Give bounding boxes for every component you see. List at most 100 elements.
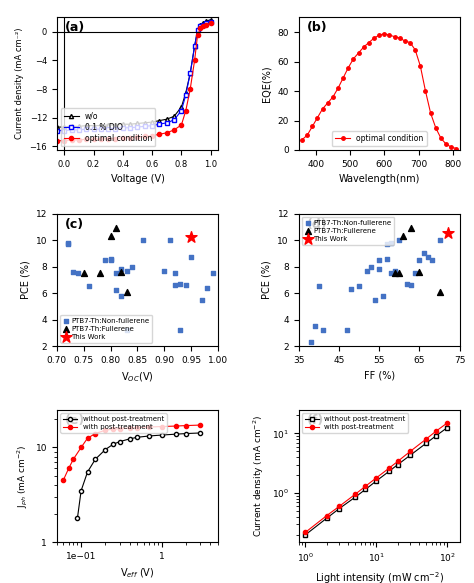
with post-treatment xyxy=(110,426,116,433)
PTB7-Th:Fullerene xyxy=(416,267,423,276)
optimal condition xyxy=(113,135,118,142)
without post-treatment xyxy=(78,487,84,494)
optimal condition xyxy=(397,34,402,41)
Y-axis label: EQE(%): EQE(%) xyxy=(262,65,272,102)
w/o xyxy=(105,121,111,128)
PTB7-Th:Non-fullerene xyxy=(395,236,403,245)
PTB7-Th:Non-fullerene xyxy=(139,236,146,245)
optimal condition xyxy=(54,137,60,144)
PTB7-Th:Non-fullerene xyxy=(428,255,435,265)
w/o xyxy=(192,43,198,50)
without post-treatment xyxy=(85,469,91,476)
optimal condition xyxy=(183,107,189,114)
optimal condition xyxy=(330,93,336,100)
0.1 % DIO xyxy=(91,126,96,133)
PTB7-Th:Fullerene xyxy=(112,223,120,233)
Y-axis label: J$_{ph}$ (mA cm$^{-2}$): J$_{ph}$ (mA cm$^{-2}$) xyxy=(16,444,30,508)
w/o xyxy=(113,121,118,128)
PTB7-Th:Non-fullerene xyxy=(363,266,371,275)
Text: (a): (a) xyxy=(65,22,85,34)
PTB7-Th:Non-fullerene xyxy=(307,338,315,347)
with post-treatment xyxy=(127,424,133,431)
0.1 % DIO xyxy=(179,107,184,114)
optimal condition xyxy=(128,134,133,141)
Text: (e): (e) xyxy=(65,414,85,427)
with post-treatment xyxy=(302,529,308,536)
w/o xyxy=(98,122,104,129)
X-axis label: Light intensity (mW cm$^{-2}$): Light intensity (mW cm$^{-2}$) xyxy=(315,570,444,583)
optimal condition xyxy=(304,132,310,139)
optimal condition xyxy=(135,134,140,141)
optimal condition xyxy=(105,135,111,142)
0.1 % DIO xyxy=(156,121,162,128)
Text: (d): (d) xyxy=(307,217,328,230)
PTB7-Th:Non-fullerene xyxy=(375,265,383,274)
PTB7-Th:Non-fullerene xyxy=(408,280,415,290)
0.1 % DIO xyxy=(171,117,177,124)
optimal condition xyxy=(208,20,214,27)
optimal condition xyxy=(412,47,418,54)
0.1 % DIO xyxy=(183,92,189,99)
with post-treatment xyxy=(92,430,98,437)
PTB7-Th:Non-fullerene xyxy=(203,283,211,293)
optimal condition xyxy=(76,136,82,143)
w/o xyxy=(61,124,67,131)
w/o xyxy=(198,21,203,28)
PTB7-Th:Fullerene xyxy=(436,287,443,296)
optimal condition xyxy=(418,62,423,69)
PTB7-Th:Non-fullerene xyxy=(367,262,375,271)
with post-treatment xyxy=(395,458,401,465)
0.1 % DIO xyxy=(149,122,155,129)
without post-treatment xyxy=(433,432,439,439)
optimal condition xyxy=(69,136,74,143)
optimal condition xyxy=(315,114,320,121)
Line: with post-treatment: with post-treatment xyxy=(61,423,202,482)
0.1 % DIO xyxy=(198,23,203,30)
Line: without post-treatment: without post-treatment xyxy=(303,426,449,537)
with post-treatment xyxy=(363,483,368,490)
optimal condition xyxy=(179,121,184,128)
This Work xyxy=(187,233,195,242)
optimal condition xyxy=(83,136,89,143)
without post-treatment xyxy=(395,461,401,468)
PTB7-Th:Fullerene xyxy=(408,223,415,233)
PTB7-Th:Non-fullerene xyxy=(383,240,391,249)
optimal condition xyxy=(351,55,356,62)
PTB7-Th:Non-fullerene xyxy=(123,266,130,275)
w/o xyxy=(201,19,206,26)
0.1 % DIO xyxy=(203,20,209,27)
PTB7-Th:Fullerene xyxy=(400,231,407,241)
PTB7-Th:Non-fullerene xyxy=(107,254,114,264)
with post-treatment xyxy=(102,427,108,434)
PTB7-Th:Non-fullerene xyxy=(85,282,93,291)
Line: 0.1 % DIO: 0.1 % DIO xyxy=(55,20,213,133)
without post-treatment xyxy=(74,514,80,521)
PTB7-Th:Non-fullerene xyxy=(375,255,383,265)
PTB7-Th:Fullerene xyxy=(107,231,114,241)
0.1 % DIO xyxy=(98,126,104,133)
with post-treatment xyxy=(423,436,429,442)
optimal condition xyxy=(371,34,377,41)
X-axis label: FF (%): FF (%) xyxy=(364,370,395,380)
without post-treatment xyxy=(146,433,152,440)
without post-treatment xyxy=(324,515,330,522)
w/o xyxy=(91,122,96,129)
w/o xyxy=(69,123,74,130)
PTB7-Th:Non-fullerene xyxy=(171,280,179,290)
optimal condition xyxy=(120,134,126,141)
with post-treatment xyxy=(445,419,450,426)
with post-treatment xyxy=(324,512,330,519)
optimal condition xyxy=(325,99,330,106)
without post-treatment xyxy=(159,431,164,438)
PTB7-Th:Non-fullerene xyxy=(118,291,125,300)
PTB7-Th:Non-fullerene xyxy=(392,266,399,275)
PTB7-Th:Non-fullerene xyxy=(387,269,395,278)
Legend: without post-treatment, with post-treatment: without post-treatment, with post-treatm… xyxy=(60,413,166,433)
optimal condition xyxy=(149,132,155,139)
PTB7-Th:Non-fullerene xyxy=(118,265,125,274)
PTB7-Th:Non-fullerene xyxy=(64,240,72,249)
optimal condition xyxy=(433,124,438,131)
PTB7-Th:Non-fullerene xyxy=(177,279,184,289)
PTB7-Th:Non-fullerene xyxy=(123,325,130,335)
PTB7-Th:Non-fullerene xyxy=(107,255,114,265)
